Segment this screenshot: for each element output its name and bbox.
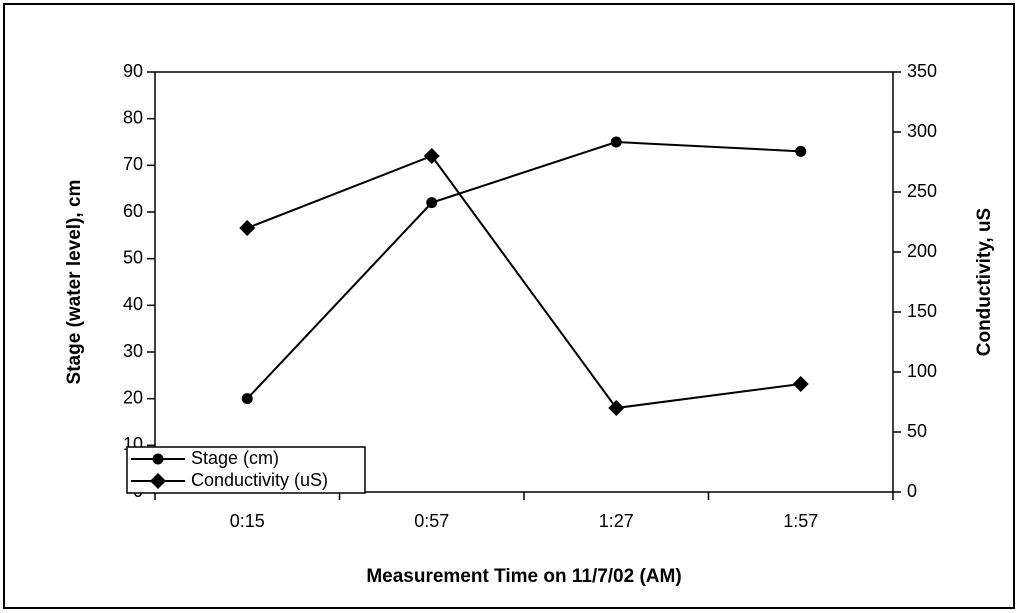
legend-label: Stage (cm)	[191, 448, 279, 468]
data-point	[426, 197, 438, 209]
data-point	[795, 145, 807, 157]
legend-marker	[150, 473, 166, 489]
data-point	[423, 148, 440, 164]
data-point	[610, 136, 622, 148]
y-tick-label: 80	[123, 107, 143, 127]
series-line	[246, 154, 801, 410]
data-point	[792, 376, 809, 392]
chart-frame	[3, 3, 1015, 609]
legend-marker	[152, 453, 164, 465]
y2-tick-label: 50	[907, 421, 927, 441]
y-tick-label: 60	[123, 201, 143, 221]
legend-label: Conductivity (uS)	[191, 470, 328, 490]
legend-box	[126, 446, 366, 494]
data-point	[239, 220, 256, 236]
data-point	[608, 400, 625, 416]
y-tick-label: 30	[123, 341, 143, 361]
y2-tick-label: 300	[907, 121, 937, 141]
x-tick-label: 1:27	[599, 511, 634, 531]
y-axis-title: Stage (water level), cm	[64, 180, 85, 385]
y2-axis-title: Conductivity, uS	[974, 208, 995, 356]
y-tick-label: 40	[123, 294, 143, 314]
x-tick-label: 0:57	[414, 511, 449, 531]
y-tick-label: 20	[123, 387, 143, 407]
y2-tick-label: 100	[907, 361, 937, 381]
y-tick-label: 50	[123, 247, 143, 267]
y-tick-label: 70	[123, 154, 143, 174]
data-point	[241, 393, 253, 405]
x-tick-label: 0:15	[230, 511, 265, 531]
series-line	[246, 140, 801, 400]
y2-tick-label: 350	[907, 61, 937, 81]
x-tick-label: 1:57	[783, 511, 818, 531]
x-axis-title: Measurement Time on 11/7/02 (AM)	[366, 566, 681, 587]
y-tick-label: 90	[123, 61, 143, 81]
y2-tick-label: 250	[907, 181, 937, 201]
y2-tick-label: 200	[907, 241, 937, 261]
y2-tick-label: 150	[907, 301, 937, 321]
y2-tick-label: 0	[907, 481, 917, 501]
